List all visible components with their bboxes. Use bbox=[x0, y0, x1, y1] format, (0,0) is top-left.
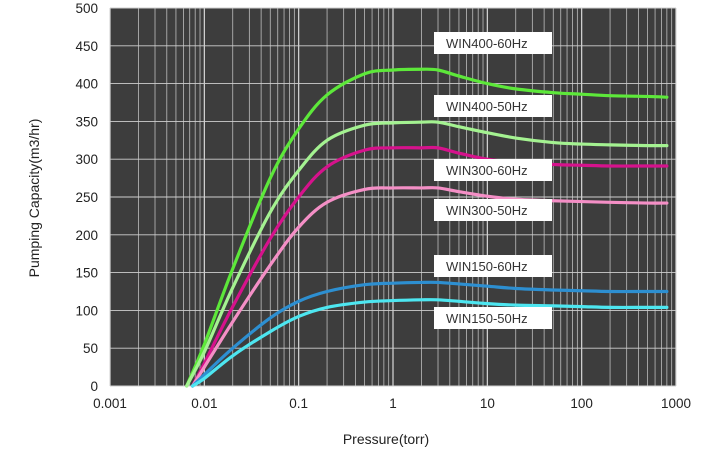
y-tick-label: 50 bbox=[83, 341, 98, 356]
legend-item: WIN400-50Hz bbox=[434, 95, 552, 117]
legend-item: WIN400-60Hz bbox=[434, 32, 552, 54]
y-axis-title: Pumping Capacity(m3/hr) bbox=[26, 119, 42, 278]
x-axis-ticks: 0.001 0.01 0.1 1 10 100 1000 bbox=[93, 396, 691, 411]
y-tick-label: 500 bbox=[75, 1, 98, 16]
legend-label-box bbox=[434, 255, 552, 277]
legend-label-box bbox=[434, 307, 552, 329]
x-tick-label: 0.001 bbox=[93, 396, 127, 411]
legend-label: WIN300-60Hz bbox=[446, 163, 528, 178]
x-tick-label: 100 bbox=[570, 396, 593, 411]
y-tick-label: 200 bbox=[75, 228, 98, 243]
series-line-win400-50hz bbox=[185, 120, 669, 388]
y-tick-label: 350 bbox=[75, 114, 98, 129]
legend-label: WIN400-50Hz bbox=[446, 99, 528, 114]
y-tick-label: 0 bbox=[90, 379, 98, 394]
legend-item: WIN150-60Hz bbox=[434, 255, 552, 277]
series-line-win400-60hz bbox=[185, 67, 669, 388]
legend-item: WIN150-50Hz bbox=[434, 307, 552, 329]
y-tick-label: 100 bbox=[75, 303, 98, 318]
series-line-win150-50hz bbox=[190, 298, 669, 388]
y-tick-label: 450 bbox=[75, 39, 98, 54]
y-tick-label: 150 bbox=[75, 266, 98, 281]
legend-label-box bbox=[434, 199, 552, 221]
y-tick-label: 250 bbox=[75, 190, 98, 205]
series-line-win150-60hz bbox=[190, 280, 669, 388]
y-axis-ticks: 0 50 100 150 200 250 300 350 400 450 500 bbox=[75, 1, 98, 394]
legend-label-box bbox=[434, 95, 552, 117]
legend-label: WIN150-60Hz bbox=[446, 259, 528, 274]
series-layer bbox=[185, 67, 669, 388]
legend-label: WIN400-60Hz bbox=[446, 36, 528, 51]
legend: WIN400-60Hz WIN400-50Hz WIN300-60Hz WIN300-… bbox=[434, 32, 552, 329]
x-tick-label: 0.01 bbox=[191, 396, 217, 411]
legend-item: WIN300-50Hz bbox=[434, 199, 552, 221]
x-tick-label: 10 bbox=[480, 396, 495, 411]
x-tick-label: 0.1 bbox=[289, 396, 308, 411]
series-line-win300-60hz bbox=[190, 145, 669, 388]
legend-label-box bbox=[434, 32, 552, 54]
series-line-win300-50hz bbox=[190, 186, 669, 388]
x-tick-label: 1 bbox=[389, 396, 397, 411]
y-tick-label: 300 bbox=[75, 152, 98, 167]
y-tick-label: 400 bbox=[75, 77, 98, 92]
legend-label: WIN300-50Hz bbox=[446, 203, 528, 218]
legend-label-box bbox=[434, 159, 552, 181]
legend-item: WIN300-60Hz bbox=[434, 159, 552, 181]
x-axis-title: Pressure(torr) bbox=[343, 431, 429, 447]
legend-label: WIN150-50Hz bbox=[446, 311, 528, 326]
x-tick-label: 1000 bbox=[661, 396, 691, 411]
